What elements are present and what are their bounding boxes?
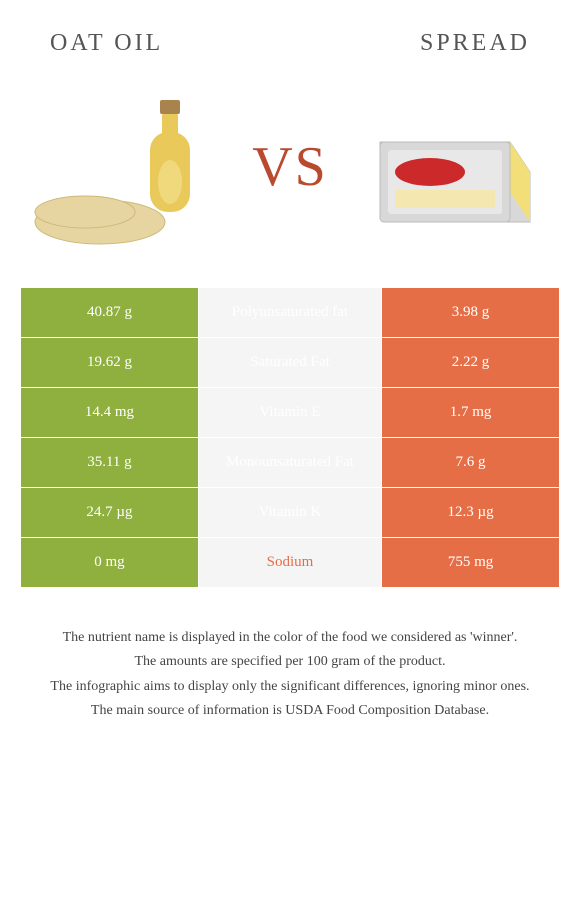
- nutrient-label: Vitamin E: [199, 388, 381, 437]
- left-value: 40.87 g: [21, 288, 198, 337]
- table-row: 19.62 g Saturated Fat 2.22 g: [21, 338, 559, 387]
- right-value: 12.3 µg: [382, 488, 559, 537]
- right-value: 755 mg: [382, 538, 559, 587]
- nutrient-label: Vitamin K: [199, 488, 381, 537]
- vs-label: VS: [252, 135, 328, 199]
- right-value: 2.22 g: [382, 338, 559, 387]
- table-row: 14.4 mg Vitamin E 1.7 mg: [21, 388, 559, 437]
- note-line: The main source of information is USDA F…: [26, 701, 554, 721]
- left-value: 14.4 mg: [21, 388, 198, 437]
- spread-image: [350, 82, 550, 252]
- table-row: 35.11 g Monounsaturated Fat 7.6 g: [21, 438, 559, 487]
- nutrient-label: Monounsaturated Fat: [199, 438, 381, 487]
- left-product-title: Oat oil: [50, 30, 163, 57]
- left-value: 0 mg: [21, 538, 198, 587]
- right-value: 1.7 mg: [382, 388, 559, 437]
- oat-oil-image: [30, 82, 230, 252]
- product-images-row: VS: [20, 77, 560, 277]
- nutrient-label: Polyunsaturated fat: [199, 288, 381, 337]
- table-row: 0 mg Sodium 755 mg: [21, 538, 559, 587]
- nutrient-label: Saturated Fat: [199, 338, 381, 387]
- left-value: 24.7 µg: [21, 488, 198, 537]
- note-line: The nutrient name is displayed in the co…: [26, 628, 554, 648]
- nutrition-comparison-table: 40.87 g Polyunsaturated fat 3.98 g 19.62…: [20, 287, 560, 588]
- right-value: 7.6 g: [382, 438, 559, 487]
- nutrient-label: Sodium: [199, 538, 381, 587]
- note-line: The amounts are specified per 100 gram o…: [26, 652, 554, 672]
- left-value: 19.62 g: [21, 338, 198, 387]
- right-value: 3.98 g: [382, 288, 559, 337]
- note-line: The infographic aims to display only the…: [26, 677, 554, 697]
- left-value: 35.11 g: [21, 438, 198, 487]
- table-row: 24.7 µg Vitamin K 12.3 µg: [21, 488, 559, 537]
- table-row: 40.87 g Polyunsaturated fat 3.98 g: [21, 288, 559, 337]
- header-row: Oat oil Spread: [20, 20, 560, 77]
- right-product-title: Spread: [420, 30, 530, 57]
- footer-notes: The nutrient name is displayed in the co…: [20, 628, 560, 721]
